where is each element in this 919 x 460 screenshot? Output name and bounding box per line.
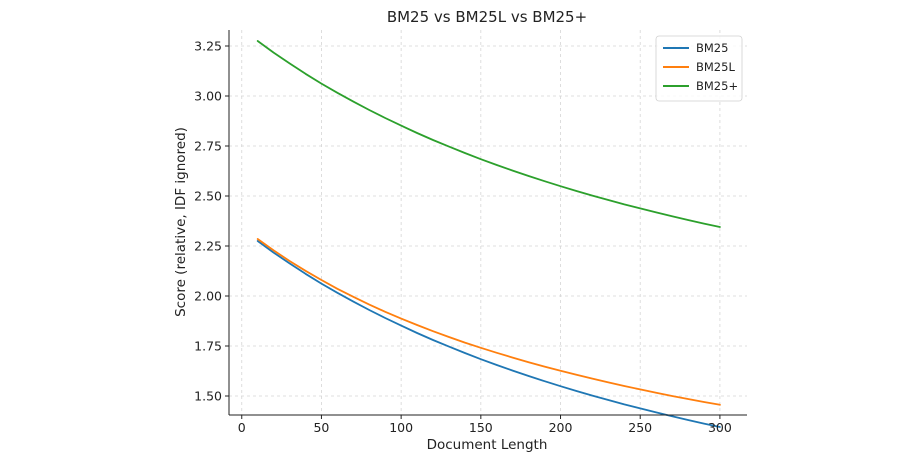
series-line-bm25l [256, 238, 721, 406]
x-axis-label: Document Length [427, 437, 548, 453]
legend-label: BM25+ [696, 79, 738, 93]
x-tick-label: 50 [313, 420, 329, 435]
grid [229, 30, 747, 415]
y-tick-label: 2.00 [194, 289, 222, 304]
x-tick-label: 300 [708, 420, 732, 435]
x-tick-label: 200 [549, 420, 573, 435]
x-tick-label: 0 [238, 420, 246, 435]
legend-label: BM25 [696, 41, 728, 55]
x-tick-label: 150 [469, 420, 493, 435]
legend-box [655, 35, 743, 102]
series-line-bm25 [256, 240, 721, 428]
x-tick-label: 100 [389, 420, 413, 435]
series-line-bm25-plus [256, 40, 721, 228]
legend: BM25 BM25L BM25+ [655, 35, 743, 102]
legend-label: BM25L [696, 60, 735, 74]
y-tick-label: 3.25 [194, 39, 222, 54]
y-tick-label: 2.50 [194, 189, 222, 204]
y-axis-label: Score (relative, IDF ignored) [173, 127, 189, 317]
y-tick-label: 1.75 [194, 339, 222, 354]
chart-title: BM25 vs BM25L vs BM25+ [387, 8, 587, 26]
x-tick-label: 250 [628, 420, 652, 435]
y-tick-label: 3.00 [194, 89, 222, 104]
axes: 0 50 100 150 200 250 300 1.50 1.75 2.00 2.25 2.50 2.… [194, 30, 747, 435]
series-layer [256, 40, 721, 428]
y-tick-label: 2.75 [194, 139, 222, 154]
y-tick-label: 1.50 [194, 389, 222, 404]
y-tick-label: 2.25 [194, 239, 222, 254]
